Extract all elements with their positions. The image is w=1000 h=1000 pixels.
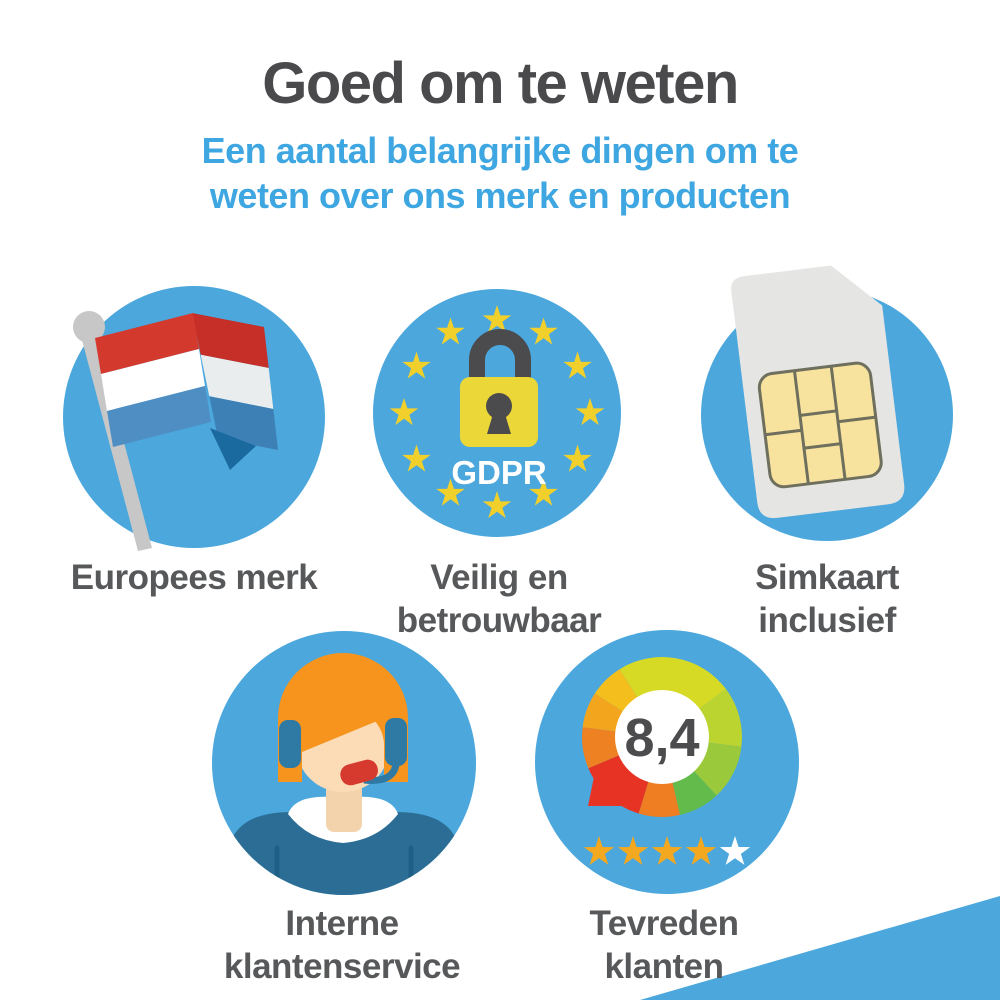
gdpr-badge-text: GDPR xyxy=(451,454,547,491)
feature-label-tevreden-klanten: Tevreden klanten xyxy=(589,904,739,986)
feature-europees-merk xyxy=(63,286,325,551)
feature-veilig-betrouwbaar: GDPR xyxy=(373,289,621,537)
corner-accent xyxy=(640,896,1000,1000)
feature-klantenservice xyxy=(212,631,476,895)
feature-label-veilig-betrouwbaar: Veilig en betrouwbaar xyxy=(396,558,602,640)
rating-star-icon xyxy=(583,836,615,865)
eu-star-icon xyxy=(563,444,592,472)
page-subtitle: Een aantal belangrijke dingen om te wete… xyxy=(201,130,799,216)
gdpr-lock-icon: GDPR xyxy=(389,305,605,519)
headset-earpiece xyxy=(385,718,407,766)
eu-star-icon xyxy=(389,398,419,426)
rating-star-icon xyxy=(651,836,683,865)
eu-star-icon xyxy=(482,491,512,519)
feature-label-klantenservice: Interne klantenservice xyxy=(223,904,461,986)
rating-gauge-icon: 8,4 xyxy=(582,657,751,865)
feature-tevreden-klanten: 8,4 xyxy=(535,630,799,894)
netherlands-flag-icon xyxy=(73,311,278,551)
eu-stars-ring xyxy=(389,305,605,519)
rating-score: 8,4 xyxy=(624,708,699,768)
rating-stars xyxy=(583,836,751,865)
lock-shackle xyxy=(469,329,531,379)
eu-star-icon xyxy=(482,305,512,333)
headset-microphone xyxy=(340,759,378,786)
eu-star-icon xyxy=(563,351,592,379)
eu-star-icon xyxy=(529,478,558,506)
eu-star-icon xyxy=(529,317,558,345)
feature-label-europees-merk: Europees merk xyxy=(70,558,318,597)
headset-earpiece xyxy=(279,720,301,768)
support-agent-icon xyxy=(228,653,460,895)
sim-card-icon xyxy=(731,265,905,519)
eu-star-icon xyxy=(436,317,465,345)
eu-star-icon xyxy=(402,444,431,472)
eu-star-icon xyxy=(402,351,431,379)
rating-star-icon xyxy=(617,836,649,865)
rating-star-icon xyxy=(719,836,751,865)
page-title: Goed om te weten xyxy=(262,51,739,116)
feature-simkaart xyxy=(701,265,953,541)
gauge-center xyxy=(615,690,709,784)
rating-star-icon xyxy=(685,836,717,865)
lock-keyhole xyxy=(486,393,512,419)
feature-label-simkaart: Simkaart inclusief xyxy=(755,558,899,640)
eu-star-icon xyxy=(575,398,605,426)
eu-star-icon xyxy=(436,478,465,506)
